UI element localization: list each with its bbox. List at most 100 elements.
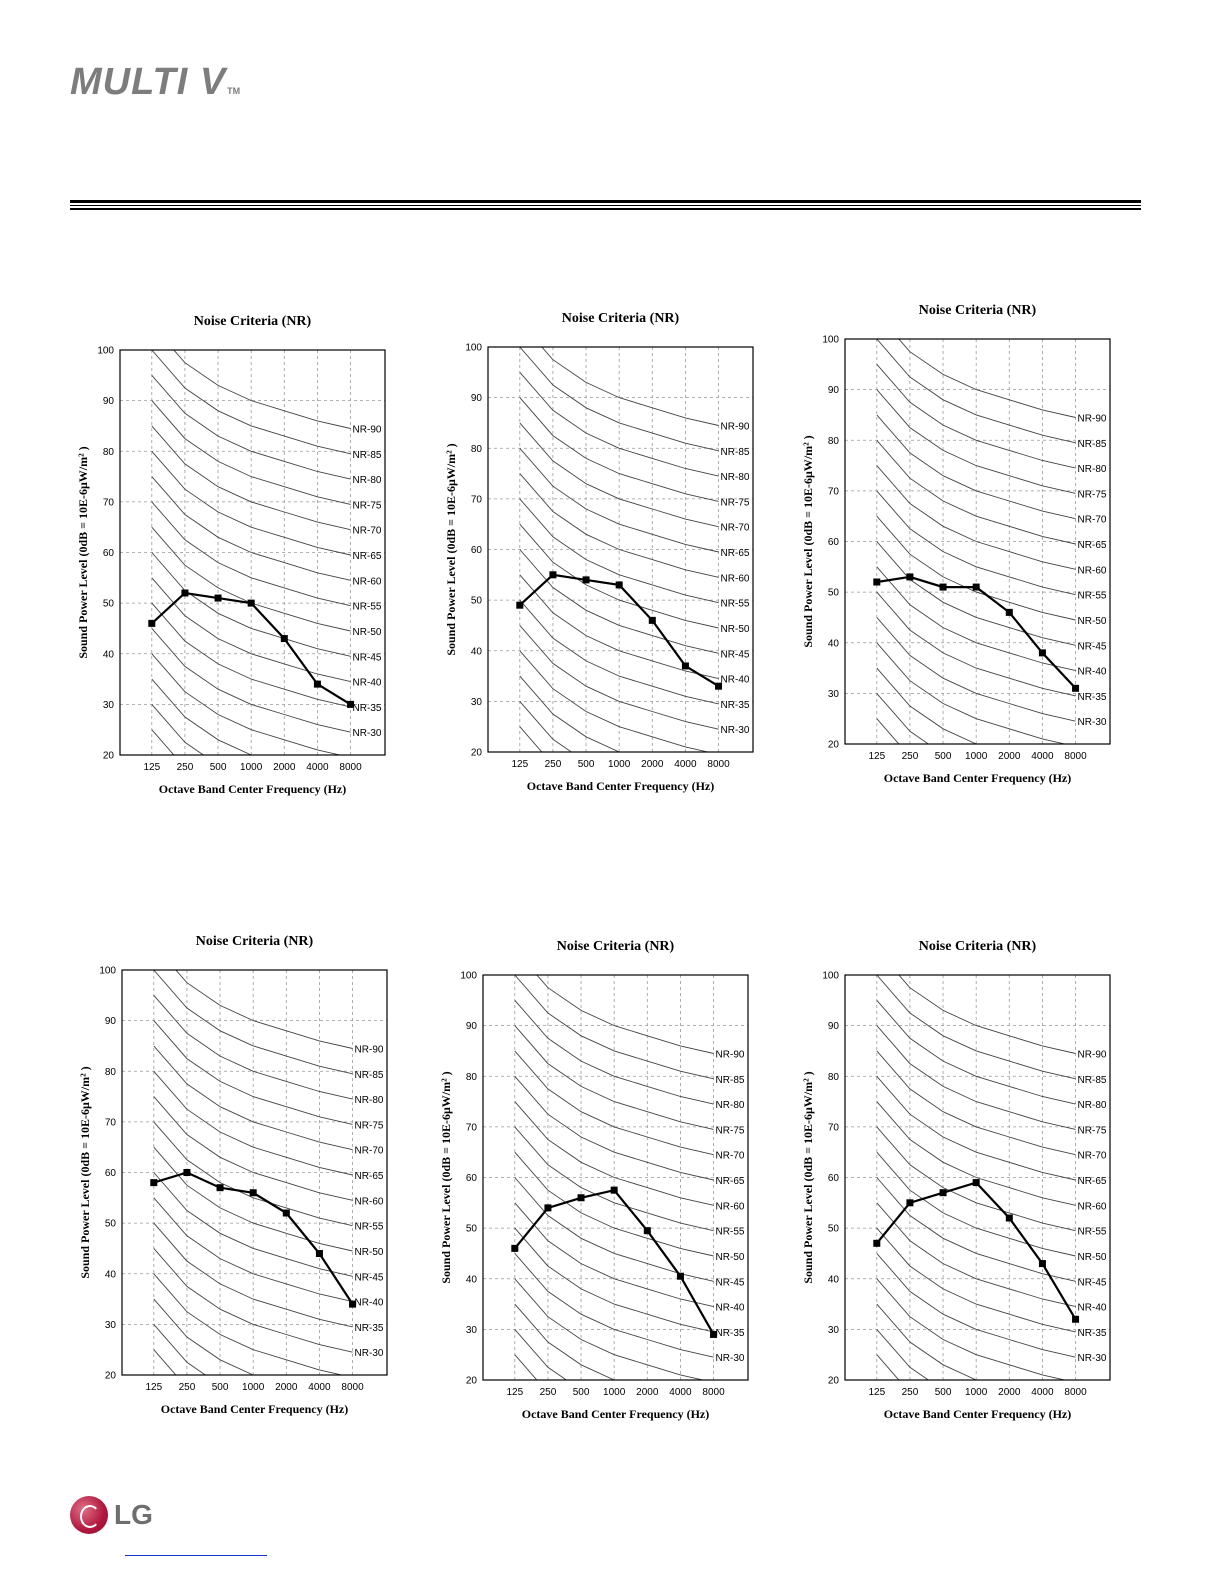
x-tick-label: 1000 [240,762,263,773]
nr-curve-label: NR-40 [721,675,750,686]
nr-curve-label: NR-35 [1078,1328,1107,1339]
nr-chart-5: Noise Criteria (NR) NR-90 NR-85 NR-80 NR-75 N… [438,930,768,1430]
nr-curve-line [876,566,1076,672]
nr-curve-label: NR-35 [1078,692,1107,703]
plot-frame [487,346,754,753]
x-axis-label: Octave Band Center Frequency (Hz) [884,771,1072,785]
y-tick-label: 100 [99,966,116,977]
y-tick-label: 30 [466,1325,478,1336]
nr-curve-label: NR-60 [353,576,382,587]
nr-curve-label: NR-40 [1078,1303,1107,1314]
nr-curve-label: NR-90 [716,1049,745,1060]
x-tick-label: 8000 [1064,1387,1087,1398]
x-tick-label: 125 [868,751,885,762]
data-point [710,1330,718,1338]
x-tick-label: 500 [935,1387,952,1398]
plot-frame [119,349,386,756]
nr-curve-label: NR-50 [1078,1252,1107,1263]
y-tick-label: 50 [471,596,483,607]
nr-curve-line [153,970,353,1075]
nr-curve-line [151,628,351,733]
data-point [282,1209,290,1217]
data-point [148,619,156,627]
y-tick-label: 70 [828,1122,840,1133]
nr-curve-line [876,693,930,744]
y-tick-label: 90 [828,1021,840,1032]
y-tick-label: 30 [828,689,840,700]
nr-curve-label: NR-70 [355,1146,384,1157]
data-point [681,662,689,670]
nr-curve-label: NR-50 [1078,616,1107,627]
header-rule-thick [70,200,1141,203]
nr-chart-svg: Noise Criteria (NR) NR-90 NR-85 NR-80 NR-75 N… [78,934,388,1416]
data-point [1038,1260,1046,1268]
nr-curve-label: NR-65 [716,1176,745,1187]
nr-curve-line [519,650,710,752]
chart-title: Noise Criteria (NR) [562,311,680,326]
x-tick-label: 8000 [702,1387,725,1398]
data-point [939,1189,947,1197]
data-point [972,583,980,591]
data-point [544,1204,552,1212]
nr-curve-line [514,1050,714,1156]
y-tick-label: 90 [466,1021,478,1032]
y-tick-label: 80 [466,1072,478,1083]
footer-link-underline[interactable] [125,1555,267,1556]
x-tick-label: 250 [545,759,562,770]
y-tick-label: 70 [828,486,840,497]
nr-curve-label: NR-85 [1078,439,1107,450]
nr-curve-line [876,591,1076,697]
header-rule-bottom [70,208,1141,210]
nr-curve-label: NR-35 [716,1328,745,1339]
nr-curve-label: NR-45 [353,652,382,663]
nr-curve-line [153,1197,353,1303]
y-tick-label: 60 [471,545,483,556]
nr-curve-label: NR-65 [721,548,750,559]
nr-curve-line [153,1121,353,1227]
data-point [939,583,947,591]
nr-curve-line [876,975,1076,1080]
nr-curve-line [876,1151,1076,1257]
nr-curve-label: NR-60 [716,1201,745,1212]
nr-curve-line [151,350,351,455]
x-tick-label: 2000 [641,759,664,770]
x-tick-label: 1000 [242,1382,265,1393]
nr-curve-line [519,422,719,528]
nr-curve-line [173,350,351,429]
data-point [972,1179,980,1187]
nr-curve-line [876,490,1076,596]
nr-curve-line [541,347,719,426]
nr-curves [876,339,1076,744]
nr-curve-label: NR-55 [353,602,382,613]
y-tick-label: 100 [97,346,114,357]
nr-curve-label: NR-80 [1078,1100,1107,1111]
x-tick-label: 125 [868,1387,885,1398]
nr-curve-label: NR-85 [716,1075,745,1086]
nr-curve-line [151,425,351,531]
nr-curve-label: NR-50 [716,1252,745,1263]
data-point [247,599,255,607]
nr-curve-line [898,339,1076,418]
nr-curve-line [876,389,1076,494]
y-tick-label: 20 [828,1376,840,1387]
plot-frame [482,974,749,1381]
data-point [1072,1315,1080,1323]
x-tick-label: 2000 [636,1387,659,1398]
nr-curve-label: NR-85 [721,447,750,458]
x-tick-label: 4000 [669,1387,692,1398]
nr-curve-label: NR-70 [721,523,750,534]
nr-chart-4: Noise Criteria (NR) NR-90 NR-85 NR-80 NR-75 N… [77,925,407,1425]
nr-curve-label: NR-80 [353,475,382,486]
data-point [715,682,723,690]
data-point [615,581,623,589]
nr-curve-line [519,347,719,452]
nr-curve-label: NR-40 [716,1303,745,1314]
nr-curve-line [153,1324,207,1375]
x-tick-label: 250 [177,762,194,773]
x-axis-label: Octave Band Center Frequency (Hz) [161,1402,349,1416]
nr-curve-line [519,498,719,604]
nr-curve-line [514,975,714,1080]
data-point [313,680,321,688]
nr-curve-label: NR-60 [1078,1201,1107,1212]
x-tick-label: 125 [506,1387,523,1398]
